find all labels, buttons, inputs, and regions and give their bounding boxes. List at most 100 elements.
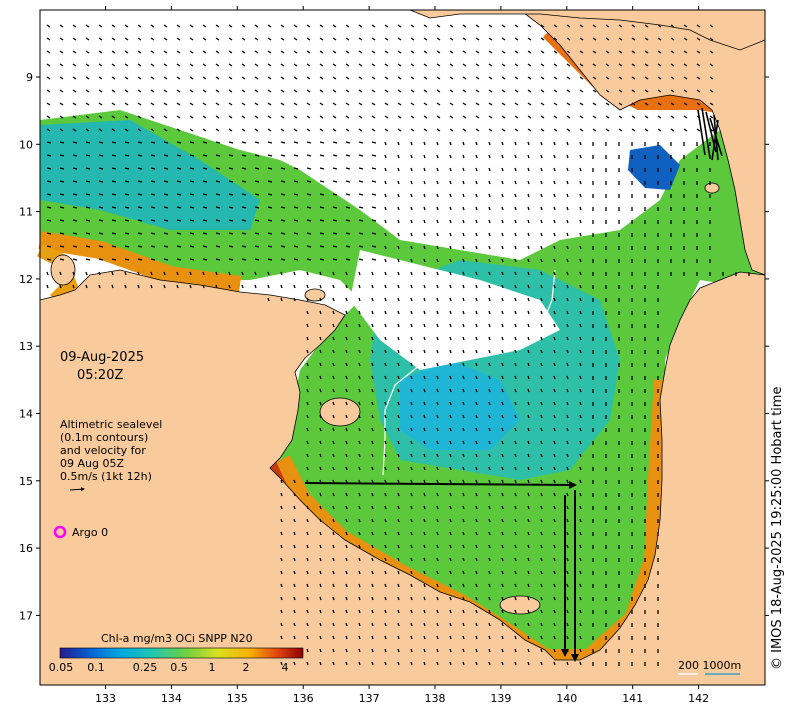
velocity-vector (436, 271, 439, 276)
velocity-vector (358, 206, 364, 209)
velocity-vector (579, 388, 582, 393)
velocity-vector (397, 115, 402, 119)
velocity-vector (566, 531, 569, 536)
velocity-vector (462, 609, 465, 614)
velocity-vector (306, 310, 309, 315)
velocity-vector (462, 154, 465, 159)
velocity-vector (540, 414, 543, 419)
velocity-vector (319, 375, 322, 380)
velocity-vector (345, 323, 348, 328)
velocity-vector (410, 661, 413, 666)
velocity-vector (566, 492, 569, 497)
velocity-vector (202, 63, 207, 67)
velocity-vector (72, 180, 78, 183)
velocity-vector (475, 102, 480, 106)
velocity-vector (514, 180, 517, 185)
velocity-vector (501, 544, 504, 549)
velocity-vector (72, 141, 78, 144)
velocity-vector (514, 375, 517, 380)
velocity-vector (449, 128, 454, 132)
velocity-vector (527, 180, 530, 185)
velocity-vector (358, 141, 364, 144)
velocity-vector (228, 193, 234, 196)
velocity-vector (423, 167, 426, 172)
velocity-vector (46, 258, 52, 261)
velocity-vector (696, 89, 701, 93)
velocity-vector (488, 531, 491, 536)
velocity-vector (332, 128, 337, 132)
velocity-vector (397, 37, 402, 41)
velocity-vector (501, 180, 504, 185)
velocity-vector (332, 388, 335, 393)
velocity-vector (306, 323, 309, 328)
velocity-vector (59, 50, 64, 54)
velocity-vector (345, 453, 348, 458)
velocity-vector (436, 167, 439, 172)
lat-tick-label: 10 (19, 138, 33, 151)
velocity-vector (98, 232, 104, 235)
velocity-vector (358, 622, 361, 627)
velocity-vector (176, 128, 181, 132)
velocity-vector (618, 76, 623, 80)
legend-line-2: (0.1m contours) (60, 431, 148, 444)
velocity-vector (449, 375, 452, 380)
velocity-vector (358, 388, 361, 393)
velocity-vector (462, 505, 465, 510)
velocity-vector (514, 635, 517, 640)
velocity-vector (475, 570, 478, 575)
velocity-vector (514, 453, 517, 458)
velocity-vector (306, 609, 309, 614)
velocity-vector (371, 219, 377, 222)
velocity-vector (358, 24, 363, 28)
velocity-vector (358, 544, 361, 549)
velocity-vector (488, 193, 491, 198)
velocity-vector (423, 297, 426, 302)
velocity-vector (436, 89, 441, 93)
velocity-vector (501, 661, 504, 666)
velocity-vector (293, 232, 299, 235)
velocity-vector (410, 258, 413, 263)
velocity-vector (163, 219, 169, 222)
velocity-vector (618, 50, 623, 54)
velocity-vector (319, 648, 322, 653)
velocity-vector (514, 258, 517, 263)
velocity-vector (410, 583, 413, 588)
velocity-vector (202, 271, 205, 276)
velocity-vector (345, 583, 348, 588)
velocity-vector (709, 50, 714, 54)
velocity-vector (228, 232, 234, 235)
velocity-vector (345, 362, 348, 367)
velocity-vector (501, 297, 504, 302)
velocity-vector (241, 102, 246, 106)
velocity-vector (397, 635, 400, 640)
velocity-vector (683, 37, 688, 41)
velocity-vector (228, 180, 234, 183)
velocity-vector (423, 232, 426, 237)
velocity-vector (384, 609, 387, 614)
velocity-vector (579, 193, 582, 198)
velocity-vector (397, 245, 400, 250)
velocity-vector (280, 193, 286, 196)
lon-tick-label: 139 (490, 692, 511, 705)
velocity-vector (488, 50, 493, 54)
velocity-vector (293, 492, 296, 497)
velocity-vector (163, 154, 169, 157)
velocity-vector (436, 635, 439, 640)
velocity-vector (527, 518, 530, 523)
velocity-vector (462, 466, 465, 471)
velocity-vector (514, 518, 517, 523)
velocity-vector (501, 635, 504, 640)
velocity-vector (332, 193, 338, 196)
velocity-vector (423, 115, 428, 119)
velocity-vector (488, 518, 491, 523)
velocity-vector (293, 544, 296, 549)
velocity-vector (371, 648, 374, 653)
velocity-vector (657, 63, 662, 67)
velocity-vector (553, 648, 556, 653)
velocity-vector (189, 76, 194, 80)
velocity-vector (306, 570, 309, 575)
velocity-vector (215, 271, 218, 276)
velocity-vector (527, 115, 532, 119)
velocity-vector (332, 63, 337, 67)
velocity-vector (475, 180, 478, 185)
